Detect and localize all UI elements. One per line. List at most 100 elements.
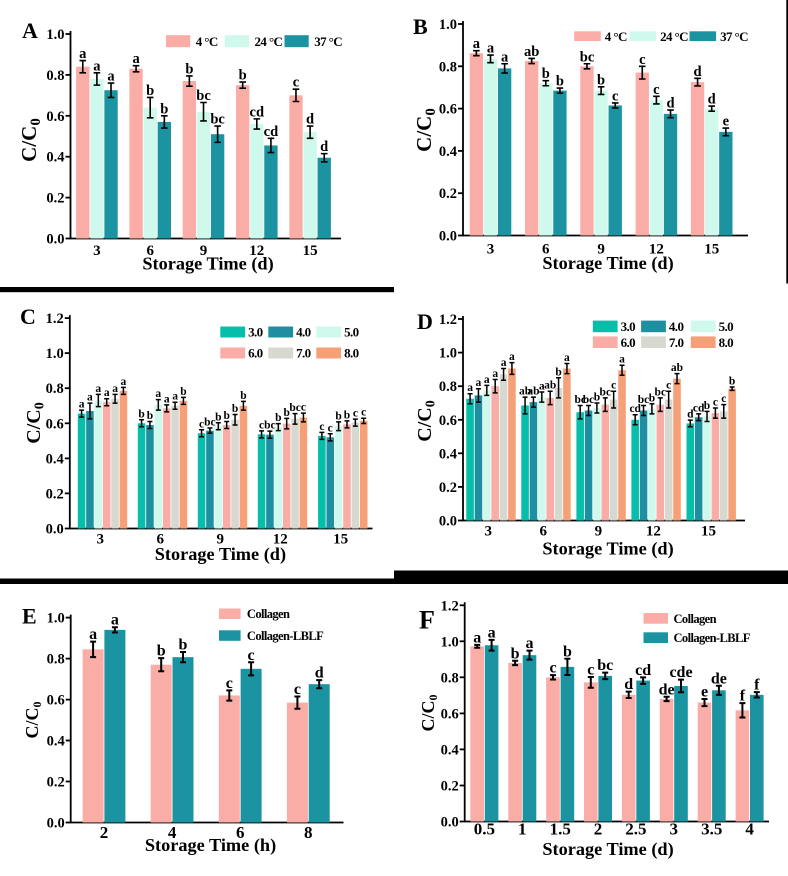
svg-text:3.5: 3.5 [701, 820, 722, 839]
svg-text:cde: cde [669, 664, 692, 681]
svg-text:0.6: 0.6 [47, 693, 65, 709]
svg-text:12: 12 [649, 242, 664, 258]
svg-text:0.8: 0.8 [46, 381, 64, 397]
svg-text:9: 9 [200, 243, 208, 259]
svg-text:5.0: 5.0 [719, 319, 734, 334]
svg-text:b: b [157, 643, 166, 660]
svg-text:a: a [526, 635, 534, 652]
svg-text:4 °C: 4 °C [605, 29, 627, 44]
svg-text:Collagen: Collagen [247, 607, 290, 621]
svg-text:15: 15 [704, 242, 719, 258]
svg-text:a: a [488, 624, 496, 641]
svg-text:bc: bc [600, 386, 612, 398]
svg-text:a: a [473, 36, 481, 52]
svg-text:0.4: 0.4 [439, 144, 457, 160]
svg-text:c: c [328, 422, 333, 434]
svg-text:2: 2 [100, 823, 109, 842]
svg-text:c: c [301, 402, 306, 414]
svg-text:ab: ab [524, 44, 539, 60]
svg-text:1.2: 1.2 [46, 311, 64, 327]
svg-text:D: D [417, 309, 433, 334]
svg-text:de: de [659, 681, 675, 698]
svg-text:4: 4 [168, 823, 177, 842]
svg-text:c: c [248, 647, 255, 664]
svg-text:Collagen: Collagen [674, 612, 717, 626]
svg-text:b: b [275, 412, 281, 424]
svg-text:6: 6 [146, 243, 154, 259]
svg-text:1: 1 [518, 820, 527, 839]
svg-text:15: 15 [701, 524, 716, 540]
svg-text:a: a [155, 388, 161, 400]
svg-text:0.6: 0.6 [46, 416, 64, 432]
svg-text:d: d [687, 409, 694, 421]
svg-text:b: b [239, 68, 247, 84]
svg-text:15: 15 [303, 243, 318, 259]
svg-text:0.2: 0.2 [439, 186, 457, 202]
svg-text:3: 3 [97, 531, 105, 547]
svg-text:24 °C: 24 °C [660, 29, 688, 44]
svg-text:de: de [711, 670, 727, 687]
svg-text:12: 12 [249, 243, 264, 259]
svg-text:0.2: 0.2 [46, 486, 64, 502]
svg-text:c: c [353, 408, 358, 420]
svg-text:ab: ab [544, 380, 556, 392]
svg-text:0.2: 0.2 [441, 779, 459, 795]
svg-text:b: b [542, 66, 550, 82]
svg-text:c: c [259, 419, 264, 431]
svg-text:d: d [624, 676, 633, 693]
svg-text:0.0: 0.0 [47, 816, 65, 832]
svg-text:0.8: 0.8 [46, 68, 64, 84]
svg-text:0.0: 0.0 [439, 229, 457, 245]
svg-text:ab: ab [527, 386, 539, 398]
svg-text:Collagen-LBLF: Collagen-LBLF [247, 629, 324, 643]
svg-text:37 °C: 37 °C [314, 34, 342, 49]
svg-text:4.0: 4.0 [669, 319, 684, 334]
svg-text:0.2: 0.2 [47, 775, 65, 791]
svg-text:a: a [79, 46, 87, 62]
svg-text:b: b [223, 410, 229, 422]
svg-text:f: f [754, 677, 760, 694]
svg-text:1.0: 1.0 [46, 27, 64, 43]
svg-text:Storage Time (d): Storage Time (d) [155, 544, 286, 565]
svg-text:12: 12 [646, 524, 661, 540]
svg-text:bc: bc [655, 386, 667, 398]
svg-text:ab: ab [519, 386, 531, 398]
svg-text:a: a [107, 69, 115, 85]
svg-text:a: a [487, 41, 495, 57]
svg-text:8.0: 8.0 [344, 346, 359, 361]
svg-text:c: c [721, 393, 726, 405]
svg-text:9: 9 [597, 242, 605, 258]
svg-text:0.0: 0.0 [441, 815, 459, 831]
svg-text:a: a [104, 387, 110, 399]
svg-text:cd: cd [635, 662, 651, 679]
svg-text:0.8: 0.8 [47, 652, 65, 668]
svg-text:1.0: 1.0 [46, 346, 64, 362]
svg-text:0.2: 0.2 [46, 191, 64, 207]
svg-text:2: 2 [594, 820, 603, 839]
svg-text:a: a [476, 377, 482, 389]
svg-text:e: e [701, 684, 708, 701]
svg-text:a: a [484, 374, 490, 386]
svg-text:5.0: 5.0 [344, 325, 359, 340]
svg-text:f: f [740, 688, 746, 705]
svg-text:c: c [639, 52, 646, 68]
svg-text:Storage Time (h): Storage Time (h) [145, 835, 276, 856]
svg-text:0.4: 0.4 [441, 742, 459, 758]
svg-text:a: a [467, 382, 473, 394]
svg-text:4: 4 [745, 820, 754, 839]
svg-text:c: c [226, 675, 233, 692]
svg-text:b: b [240, 390, 246, 402]
svg-text:cd: cd [250, 104, 265, 120]
svg-text:7.0: 7.0 [296, 346, 311, 361]
svg-text:A: A [22, 18, 38, 43]
svg-text:3: 3 [487, 242, 495, 258]
svg-text:0.8: 0.8 [439, 379, 457, 395]
svg-text:b: b [649, 392, 655, 404]
svg-text:bc: bc [210, 112, 225, 128]
svg-text:bc: bc [580, 49, 595, 65]
svg-text:1.0: 1.0 [439, 17, 457, 33]
svg-text:a: a [619, 354, 625, 366]
svg-text:1.2: 1.2 [441, 598, 459, 614]
svg-text:37 °C: 37 °C [720, 29, 748, 44]
svg-text:bc: bc [638, 394, 650, 406]
